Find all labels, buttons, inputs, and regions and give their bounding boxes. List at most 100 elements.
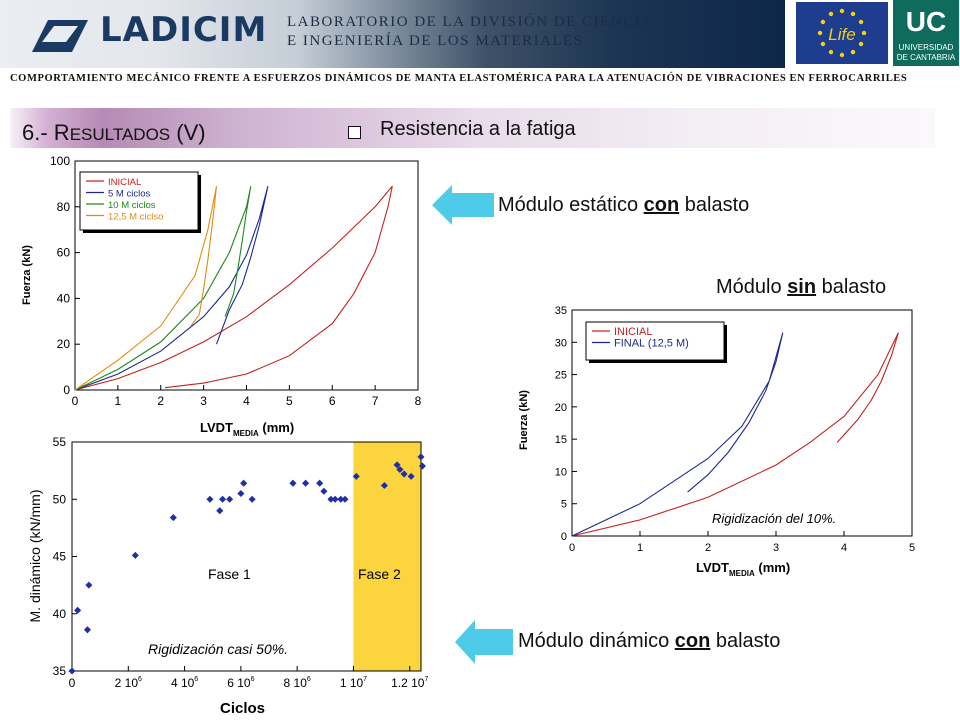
header-banner: LADICIM LABORATORIO DE LA DIVISIÓN DE CI…	[0, 0, 785, 68]
legend-label: 5 M ciclos	[108, 189, 150, 200]
x-tick-label: 5	[286, 394, 293, 408]
legend-label: 10 M ciclos	[108, 200, 156, 211]
x-axis-label: LVDTMEDIA (mm)	[200, 420, 294, 438]
legend-label: INICIAL	[614, 326, 653, 338]
data-point	[316, 479, 324, 487]
x-tick-label: 2 106	[115, 676, 142, 690]
data-point	[226, 495, 234, 503]
section-bar	[10, 108, 935, 148]
chart-dynamic-modulus: 0 2 106 4 106 6 106 8 106 1 107 1.2 107 35 40 45 5…	[27, 435, 428, 717]
arrow-left-icon	[432, 185, 494, 225]
data-point	[400, 470, 408, 478]
callout-dyn-post: balasto	[710, 630, 781, 652]
data-point	[302, 479, 310, 487]
x-axis-label-main: LVDT	[696, 560, 729, 575]
y-tick-label: 45	[53, 550, 67, 564]
data-point	[83, 626, 92, 634]
data-point	[240, 479, 248, 487]
data-point	[320, 487, 328, 495]
section-title-suffix: (V)	[170, 120, 206, 145]
section-title: 6.- RESULTADOS (V)	[22, 120, 206, 146]
y-tick-label: 60	[57, 246, 71, 260]
y-tick-label: 30	[555, 337, 567, 349]
x-axis-label-sub: MEDIA	[729, 569, 755, 578]
series-line	[74, 186, 218, 391]
legend-label: FINAL (12,5 M)	[614, 338, 689, 350]
callout-dyn-pre: Módulo dinámico	[518, 630, 675, 652]
series-line	[571, 332, 784, 537]
lab-name-line2: E INGENIERÍA DE LOS MATERIALES	[287, 33, 584, 49]
x-tick-label: 2	[157, 394, 164, 408]
x-tick-label: 6	[329, 394, 336, 408]
callout-static-pre: Módulo estático	[498, 194, 644, 216]
y-tick-label: 100	[50, 154, 70, 168]
data-point	[68, 667, 76, 675]
uc-logo-text: UC	[905, 6, 947, 37]
y-tick-label: 50	[53, 492, 67, 506]
x-axis-label-main: LVDT	[200, 420, 233, 435]
callout-dynamic-modulus: Módulo dinámico con balasto	[518, 630, 780, 653]
eu-stars-icon: Life	[817, 8, 867, 58]
y-tick-label: 0	[63, 383, 70, 397]
eu-life-logo: Life	[796, 2, 888, 64]
x-tick-label: 0	[72, 394, 79, 408]
data-point	[74, 606, 82, 614]
y-tick-label: 55	[53, 435, 67, 449]
section-number: 6.-	[22, 120, 54, 145]
eu-star-icon	[820, 41, 826, 47]
ladicim-logo-text: LADICIM	[100, 10, 268, 50]
x-tick-label: 1	[115, 394, 122, 408]
data-point	[216, 507, 224, 515]
phase2-region	[353, 442, 421, 671]
callout-nobal-pre: Módulo	[716, 276, 788, 298]
x-tick-label: 7	[372, 394, 379, 408]
x-tick-label: 0	[569, 542, 575, 554]
y-tick-label: 5	[561, 499, 567, 511]
phase1-label: Fase 1	[208, 566, 251, 582]
eu-life-label: Life	[828, 25, 855, 44]
x-tick-label: 5	[909, 542, 915, 554]
series-line	[571, 332, 899, 537]
data-point	[393, 461, 401, 469]
eu-star-icon	[858, 19, 864, 25]
lab-name-line1: LABORATORIO DE LA DIVISIÓN DE CIENCIA	[287, 14, 654, 30]
x-tick-label: 4 106	[171, 676, 198, 690]
data-point	[85, 581, 93, 589]
y-tick-label: 15	[555, 434, 567, 446]
x-tick-label: 1 107	[340, 676, 367, 690]
x-tick-label: 3	[200, 394, 207, 408]
data-point	[352, 472, 360, 480]
eu-star-icon	[861, 30, 867, 36]
arrow-left-icon	[455, 620, 513, 664]
eu-star-icon	[839, 52, 845, 58]
phase2-label: Fase 2	[358, 566, 401, 582]
uc-logo: UC UNIVERSIDAD DE CANTABRIA	[893, 0, 959, 66]
header: LADICIM LABORATORIO DE LA DIVISIÓN DE CI…	[0, 0, 960, 70]
series-line	[74, 186, 269, 391]
y-tick-label: 35	[555, 305, 567, 317]
y-tick-label: 20	[555, 402, 567, 414]
eu-star-icon	[850, 49, 856, 55]
bullet-label: Resistencia a la fatiga	[380, 118, 576, 140]
y-tick-label: 10	[555, 466, 567, 478]
data-point	[131, 551, 139, 559]
x-tick-label: 2	[705, 542, 711, 554]
legend-label: INICIAL	[108, 177, 141, 188]
y-axis-label: Fuerza (kN)	[21, 245, 33, 305]
x-axis-label: LVDTMEDIA (mm)	[696, 560, 790, 578]
y-axis-label: M. dinámico (kN/mm)	[27, 489, 43, 622]
callout-nobal-post: balasto	[816, 276, 887, 298]
y-axis-label: Fuerza (kN)	[518, 390, 530, 450]
x-tick-label: 1.2 107	[391, 676, 428, 690]
x-axis-label-unit: (mm)	[755, 560, 790, 575]
x-axis-label: Ciclos	[220, 700, 265, 717]
x-tick-label: 8	[415, 394, 422, 408]
x-axis-label-sub: MEDIA	[233, 429, 259, 438]
x-tick-label: 4	[243, 394, 250, 408]
data-point	[219, 495, 227, 503]
legend-box	[79, 171, 199, 231]
y-tick-label: 40	[53, 607, 67, 621]
x-tick-label: 4	[841, 542, 847, 554]
